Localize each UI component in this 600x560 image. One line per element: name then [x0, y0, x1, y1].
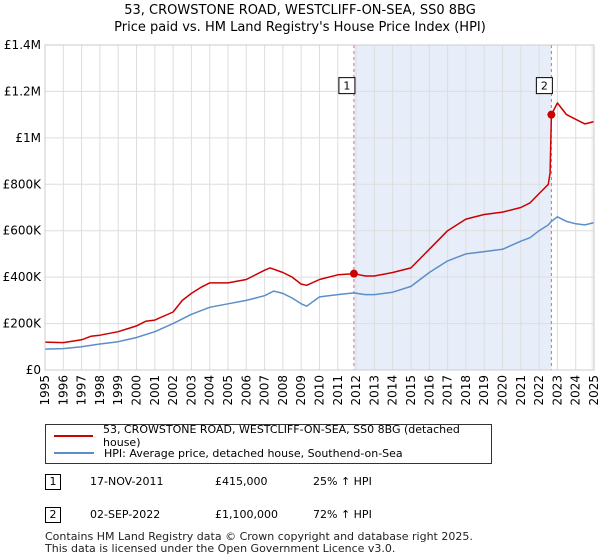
chart-title: 53, CROWSTONE ROAD, WESTCLIFF-ON-SEA, SS… [124, 3, 476, 18]
x-tick-label: 2021 [514, 375, 528, 406]
transaction-hpi: 72% ↑ HPI [313, 508, 372, 521]
legend-item-hpi: HPI: Average price, detached house, Sout… [54, 445, 403, 461]
y-tick-label: £600K [3, 224, 43, 238]
y-tick-label: £800K [3, 177, 43, 191]
x-tick-label: 2013 [367, 375, 381, 406]
x-tick-label: 2010 [313, 375, 327, 406]
plot-frame [44, 44, 595, 371]
transaction-date: 17-NOV-2011 [90, 475, 164, 488]
sale-point [547, 110, 556, 119]
y-tick-label: £1.4M [4, 38, 41, 52]
x-tick-label: 2000 [130, 375, 144, 406]
x-tick-label: 2025 [587, 375, 600, 406]
sale-point [349, 269, 358, 278]
x-tick-label: 2003 [184, 375, 198, 406]
x-tick-label: 2012 [349, 375, 363, 406]
legend-item-property: 53, CROWSTONE ROAD, WESTCLIFF-ON-SEA, SS… [54, 423, 491, 449]
x-tick-label: 1999 [111, 375, 125, 406]
property-series-line [44, 102, 595, 344]
sale-marker-label: 1 [343, 80, 350, 93]
x-tick-label: 2014 [386, 375, 400, 406]
x-tick-label: 2022 [532, 375, 546, 406]
legend-label-property: 53, CROWSTONE ROAD, WESTCLIFF-ON-SEA, SS… [103, 423, 460, 449]
x-tick-label: 2009 [294, 375, 308, 406]
chart-subtitle: Price paid vs. HM Land Registry's House … [114, 20, 486, 35]
transaction-price: £1,100,000 [215, 508, 278, 521]
x-tick-label: 2011 [331, 375, 345, 406]
x-tick-label: 2017 [441, 375, 455, 406]
legend-swatch-property [54, 435, 94, 437]
footer: Contains HM Land Registry data © Crown c… [45, 531, 473, 555]
y-tick-label: £200K [3, 317, 43, 331]
x-tick-label: 2001 [148, 375, 162, 406]
legend-swatch-hpi [54, 452, 94, 454]
transaction-hpi: 25% ↑ HPI [313, 475, 372, 488]
footer-licence: This data is licensed under the Open Gov… [45, 542, 396, 555]
x-tick-label: 2004 [203, 375, 217, 406]
sale-marker-box [338, 77, 356, 95]
x-tick-label: 2015 [404, 375, 418, 406]
x-tick-label: 2023 [550, 375, 564, 406]
price-chart: 1 2 £0 £200K £400K £600K £800K £1M £1.2M £1.4M 199… [3, 38, 600, 406]
sale-marker-label: 2 [541, 80, 548, 93]
transaction-number-badge: 2 [45, 507, 61, 523]
x-tick-label: 2007 [258, 375, 272, 406]
legend-label-hpi: HPI: Average price, detached house, Sout… [104, 446, 403, 460]
x-tick-label: 2018 [459, 375, 473, 406]
x-tick-label: 2006 [239, 375, 253, 406]
x-tick-label: 2016 [422, 375, 436, 406]
y-tick-label: £1M [15, 131, 41, 145]
x-tick-label: 2005 [221, 375, 235, 406]
x-tick-label: 2008 [276, 375, 290, 406]
x-tick-label: 2020 [496, 375, 510, 406]
x-tick-label: 2024 [569, 375, 583, 406]
y-tick-label: £400K [3, 270, 43, 284]
x-tick-label: 2002 [166, 375, 180, 406]
transaction-number-badge: 1 [45, 474, 61, 490]
hpi-series-line [44, 216, 595, 350]
sale-marker-box [535, 77, 553, 95]
footer-copyright: Contains HM Land Registry data © Crown c… [45, 530, 473, 543]
x-tick-label: 1996 [56, 375, 70, 406]
chart-legend: 53, CROWSTONE ROAD, WESTCLIFF-ON-SEA, SS… [45, 423, 492, 464]
y-tick-label: £0 [26, 363, 41, 377]
x-tick-label: 1995 [38, 375, 52, 406]
x-tick-label: 1997 [75, 375, 89, 406]
x-tick-label: 2019 [477, 375, 491, 406]
y-tick-label: £1.2M [4, 84, 41, 98]
transaction-price: £415,000 [215, 475, 268, 488]
forecast-hatch [591, 45, 594, 370]
x-tick-label: 1998 [93, 375, 107, 406]
transaction-date: 02-SEP-2022 [90, 508, 161, 521]
